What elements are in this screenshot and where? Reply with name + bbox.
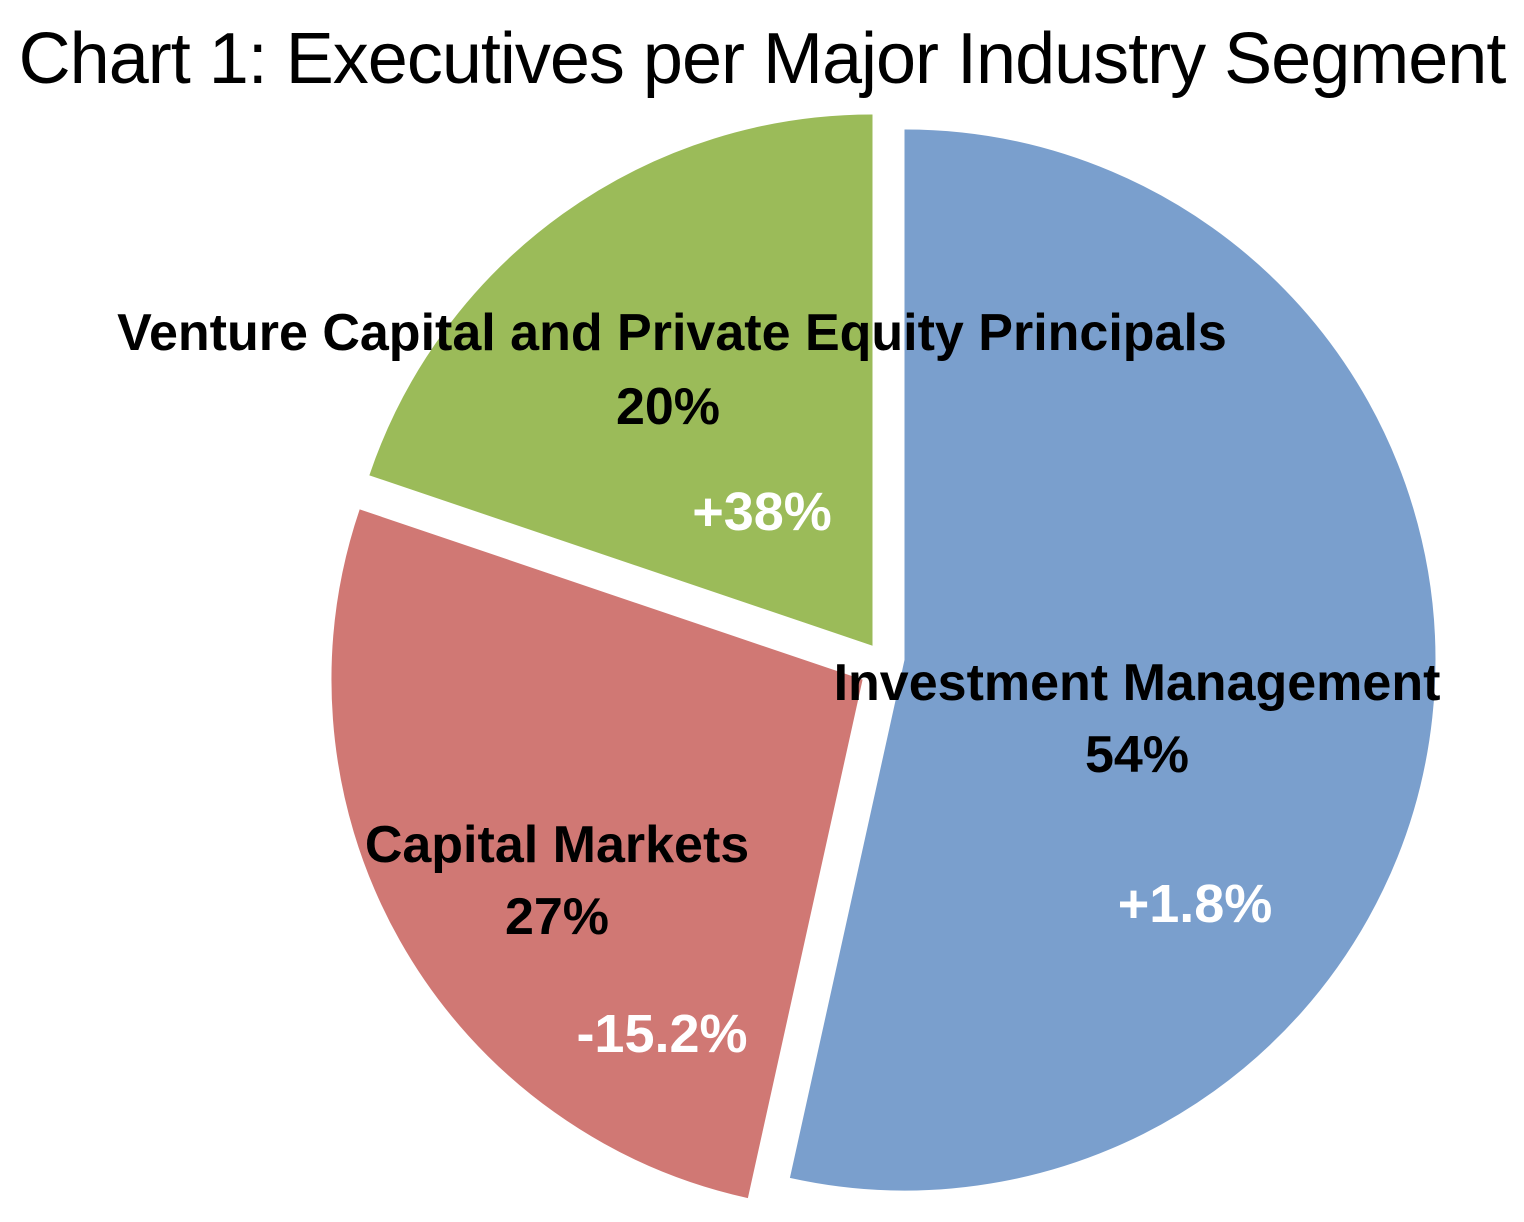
slice-capital-markets: [331, 509, 863, 1199]
label-investment-management-name: Investment Management: [834, 654, 1441, 712]
label-venture-capital-percent: 20%: [616, 378, 720, 436]
slice-investment-management: [789, 129, 1436, 1191]
label-investment-management-percent: 54%: [1085, 726, 1189, 784]
label-capital-markets-change: -15.2%: [576, 1004, 747, 1064]
label-venture-capital-change: +38%: [692, 482, 832, 542]
label-capital-markets-percent: 27%: [505, 888, 609, 946]
slice-venture-capital: [369, 114, 873, 646]
label-capital-markets-name: Capital Markets: [365, 816, 749, 874]
label-investment-management-change: +1.8%: [1118, 874, 1273, 934]
label-venture-capital-name: Venture Capital and Private Equity Princ…: [117, 304, 1227, 362]
chart-title: Chart 1: Executives per Major Industry S…: [18, 19, 1507, 99]
